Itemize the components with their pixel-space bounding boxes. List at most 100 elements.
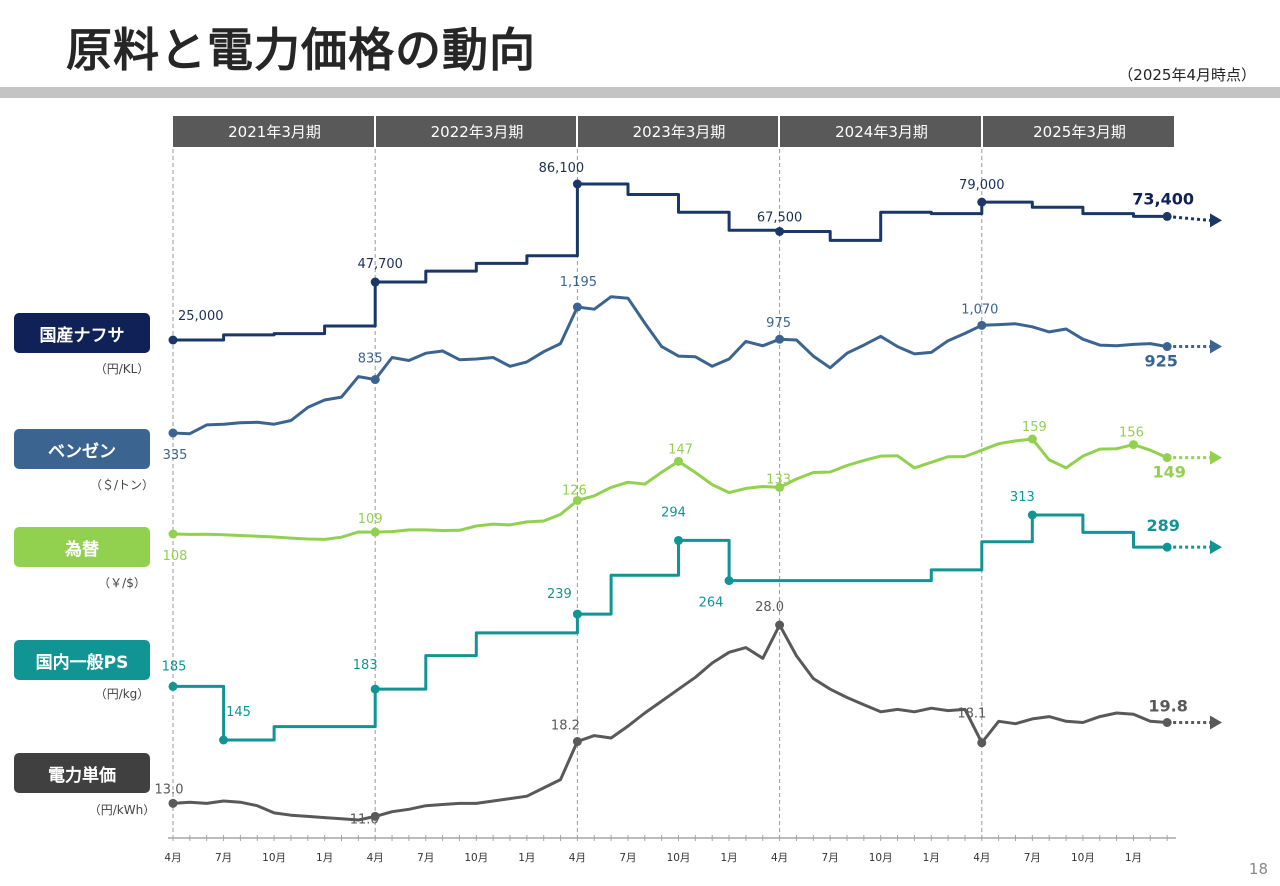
data-label-ps: 313 — [1010, 490, 1035, 505]
data-point-fx — [370, 527, 380, 537]
period-header-label: 2021年3月期 — [228, 123, 321, 141]
projection-arrowhead-fx — [1210, 450, 1222, 465]
data-point-benzene — [572, 302, 582, 312]
data-label-fx: 109 — [358, 512, 383, 527]
series-unit-power: （円/kWh） — [88, 803, 156, 817]
data-point-power — [370, 811, 380, 821]
data-label-power: 28.0 — [755, 600, 784, 615]
data-point-ps — [370, 684, 380, 694]
series-line-fx — [172, 437, 1168, 541]
data-point-power — [977, 738, 987, 748]
period-header-bar — [376, 116, 576, 147]
data-point-power — [168, 798, 178, 808]
data-label-benzene: 925 — [1144, 352, 1177, 371]
data-point-naphtha — [370, 277, 380, 287]
data-point-fx — [674, 456, 683, 466]
data-point-fx — [572, 495, 582, 505]
data-label-power: 13.0 — [155, 782, 184, 797]
data-point-ps — [1027, 510, 1037, 520]
data-point-fx — [775, 482, 785, 492]
data-label-naphtha: 73,400 — [1132, 189, 1194, 208]
data-point-naphtha — [1162, 211, 1172, 221]
data-point-power — [572, 737, 582, 747]
data-point-naphtha — [977, 197, 987, 207]
projection-arrowhead-naphtha — [1210, 213, 1222, 228]
data-point-benzene — [977, 320, 987, 330]
x-tick-label: 10月 — [667, 852, 691, 864]
data-label-ps: 145 — [226, 705, 251, 720]
data-point-ps — [572, 609, 582, 619]
period-header-label: 2023年3月期 — [633, 123, 726, 141]
x-tick-label: 4月 — [973, 852, 990, 864]
series-label-naphtha: 国産ナフサ — [14, 313, 150, 353]
as-of-date: （2025年4月時点） — [1118, 66, 1256, 84]
page-title: 原料と電力価格の動向 — [66, 23, 536, 77]
data-point-ps — [724, 576, 734, 586]
data-label-benzene: 975 — [766, 316, 791, 331]
data-label-ps: 289 — [1146, 516, 1179, 535]
data-point-fx — [1027, 434, 1037, 444]
series-line-ps — [173, 513, 1168, 742]
data-point-naphtha — [572, 179, 582, 189]
data-label-power: 19.8 — [1148, 697, 1187, 716]
data-point-benzene — [370, 375, 380, 385]
data-label-fx: 126 — [562, 483, 587, 498]
data-label-fx: 149 — [1152, 463, 1185, 482]
x-tick-label: 4月 — [367, 852, 384, 864]
series-label-power: 電力単価 — [14, 753, 150, 793]
data-point-power — [775, 620, 785, 630]
data-point-ps — [168, 681, 178, 691]
series-line-power — [172, 623, 1168, 822]
data-label-ps: 294 — [661, 505, 686, 520]
period-header-bar — [173, 116, 374, 147]
x-tick-label: 7月 — [1024, 852, 1041, 864]
x-tick-label: 7月 — [822, 852, 839, 864]
series-unit-naphtha: （円/KL） — [94, 362, 150, 376]
x-tick-label: 7月 — [619, 852, 636, 864]
series-line-benzene — [172, 295, 1168, 436]
data-label-fx: 133 — [766, 472, 791, 487]
period-header-bar — [983, 116, 1174, 147]
x-tick-label: 1月 — [316, 852, 333, 864]
data-label-benzene: 1,195 — [560, 275, 597, 290]
series-label-benzene: ベンゼン — [14, 429, 150, 469]
x-tick-label: 7月 — [417, 852, 434, 864]
data-label-naphtha: 47,700 — [357, 257, 403, 272]
x-tick-label: 7月 — [215, 852, 232, 864]
x-tick-label: 1月 — [1125, 852, 1142, 864]
series-label-ps: 国内一般PS — [14, 640, 150, 680]
data-point-fx — [1162, 453, 1172, 463]
projection-arrowhead-ps — [1210, 540, 1222, 555]
data-label-benzene: 1,070 — [961, 302, 998, 317]
data-point-ps — [1162, 542, 1172, 552]
data-point-ps — [674, 535, 683, 545]
data-point-benzene — [1162, 342, 1172, 352]
data-label-naphtha: 79,000 — [959, 178, 1005, 193]
period-header-label: 2022年3月期 — [431, 123, 524, 141]
series-label-fx: 為替 — [14, 527, 150, 567]
data-label-benzene: 335 — [163, 448, 188, 463]
data-label-naphtha: 86,100 — [539, 161, 585, 176]
data-label-power: 18.1 — [957, 707, 986, 722]
data-label-ps: 185 — [162, 659, 187, 674]
data-point-benzene — [775, 334, 785, 344]
projection-arrowhead-power — [1210, 715, 1222, 730]
projection-line-naphtha — [1167, 214, 1211, 222]
series-unit-benzene: （＄/トン） — [89, 478, 155, 492]
data-point-fx — [1128, 440, 1138, 450]
projection-arrowhead-benzene — [1210, 339, 1222, 354]
data-label-fx: 156 — [1119, 426, 1144, 441]
data-label-naphtha: 25,000 — [178, 309, 224, 324]
page-number: 18 — [1248, 860, 1268, 878]
data-point-fx — [168, 529, 178, 539]
series-unit-ps: （円/kg） — [94, 687, 150, 701]
x-tick-label: 10月 — [464, 852, 488, 864]
data-label-ps: 239 — [547, 587, 572, 602]
x-tick-label: 1月 — [518, 852, 535, 864]
data-label-ps: 183 — [353, 658, 378, 673]
data-point-benzene — [168, 428, 178, 438]
period-header-label: 2024年3月期 — [835, 123, 928, 141]
data-label-naphtha: 67,500 — [757, 210, 803, 225]
